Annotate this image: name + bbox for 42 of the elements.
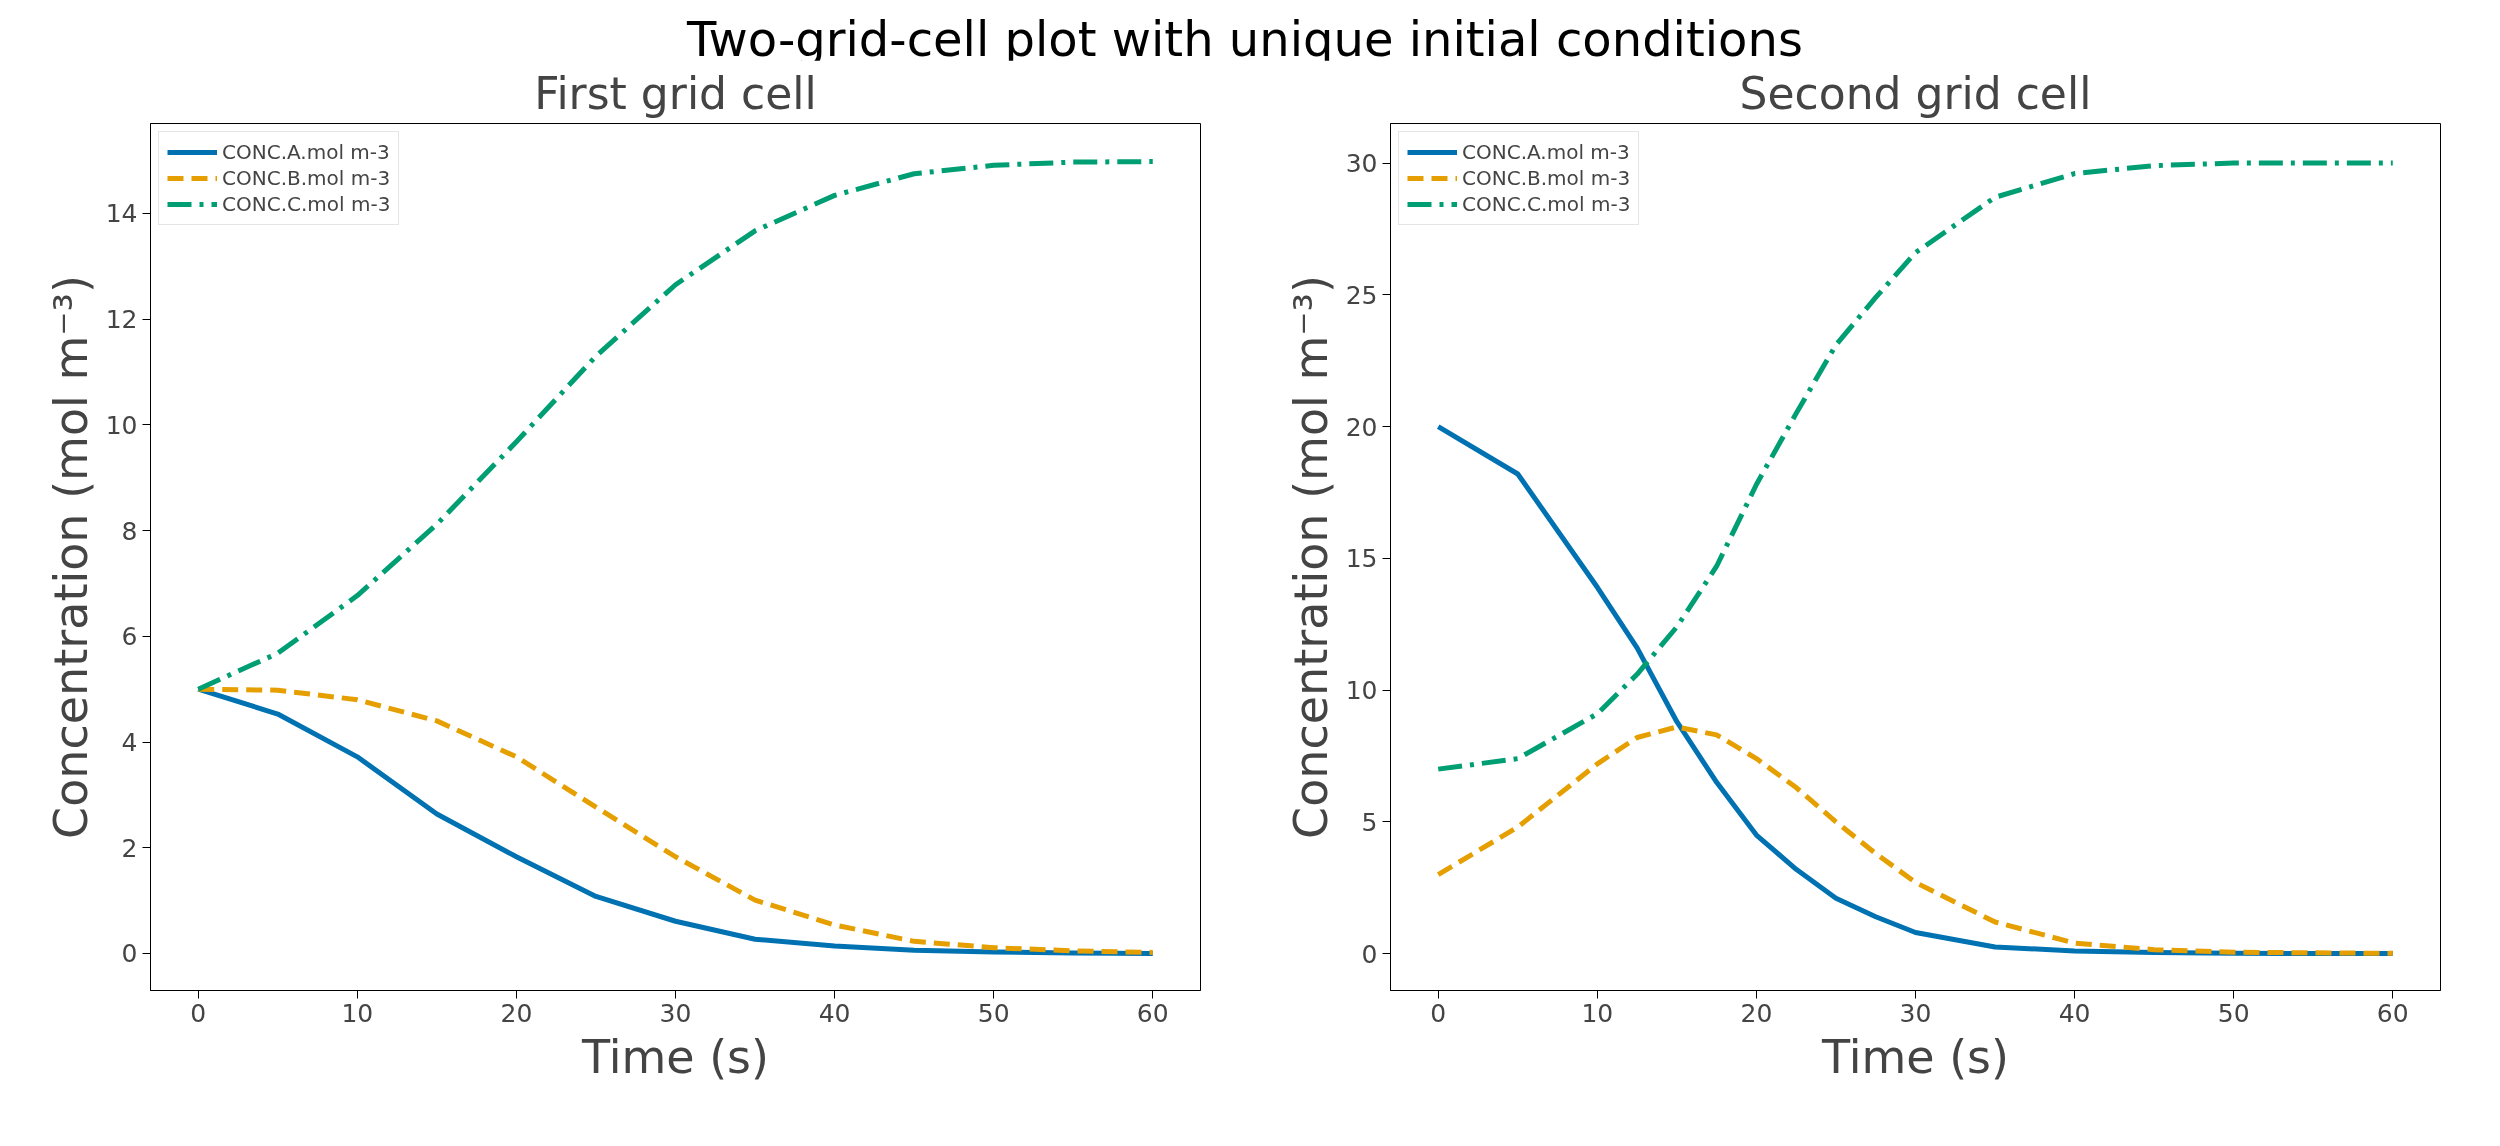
- y-tick-label: 6: [121, 622, 138, 652]
- legend-label: CONC.B.mol m-3: [222, 166, 391, 190]
- y-tick-label: 0: [121, 939, 138, 969]
- x-axis-title: Time (s): [1820, 1029, 2010, 1084]
- y-tick-label: 4: [121, 728, 138, 758]
- text: Two-grid-cell plot with unique initial conditions: [687, 11, 1803, 67]
- legend-label: CONC.C.mol m-3: [222, 192, 391, 216]
- x-tick-label: 30: [659, 998, 692, 1028]
- legend-label: CONC.A.mol m-3: [1462, 140, 1630, 164]
- y-tick-label: 12: [105, 305, 138, 335]
- x-tick-label: 40: [2058, 998, 2091, 1028]
- legend-label: CONC.A.mol m-3: [222, 140, 390, 164]
- legend-label: CONC.B.mol m-3: [1462, 166, 1631, 190]
- chart-title: First grid cell: [534, 67, 817, 119]
- x-tick-label: 10: [341, 998, 374, 1028]
- y-tick-label: 2: [121, 833, 138, 863]
- y-tick-label: 15: [1345, 544, 1378, 574]
- y-tick-label: 25: [1345, 280, 1378, 310]
- x-tick-label: 60: [1136, 998, 1169, 1028]
- y-tick-label: 10: [105, 410, 138, 440]
- y-tick-label: 10: [1345, 676, 1378, 706]
- x-tick-label: 40: [818, 998, 851, 1028]
- y-axis-title: Concentration (mol m⁻³): [43, 275, 98, 839]
- legend-label: CONC.C.mol m-3: [1462, 192, 1631, 216]
- x-tick-label: 10: [1581, 998, 1614, 1028]
- x-tick-label: 50: [977, 998, 1010, 1028]
- y-tick-label: 0: [1361, 939, 1378, 969]
- y-tick-label: 8: [121, 516, 138, 546]
- x-tick-label: 0: [190, 998, 207, 1028]
- x-tick-label: 60: [2376, 998, 2409, 1028]
- y-axis-title: Concentration (mol m⁻³): [1283, 275, 1338, 839]
- y-tick-label: 14: [105, 199, 138, 229]
- y-tick-label: 20: [1345, 412, 1378, 442]
- x-tick-label: 20: [1740, 998, 1773, 1028]
- x-axis-title: Time (s): [580, 1029, 770, 1084]
- chart-title: Second grid cell: [1739, 67, 2092, 119]
- x-tick-label: 0: [1430, 998, 1447, 1028]
- x-tick-label: 50: [2217, 998, 2250, 1028]
- x-tick-label: 30: [1899, 998, 1932, 1028]
- y-tick-label: 5: [1361, 807, 1378, 837]
- y-tick-label: 30: [1345, 149, 1378, 179]
- x-tick-label: 20: [500, 998, 533, 1028]
